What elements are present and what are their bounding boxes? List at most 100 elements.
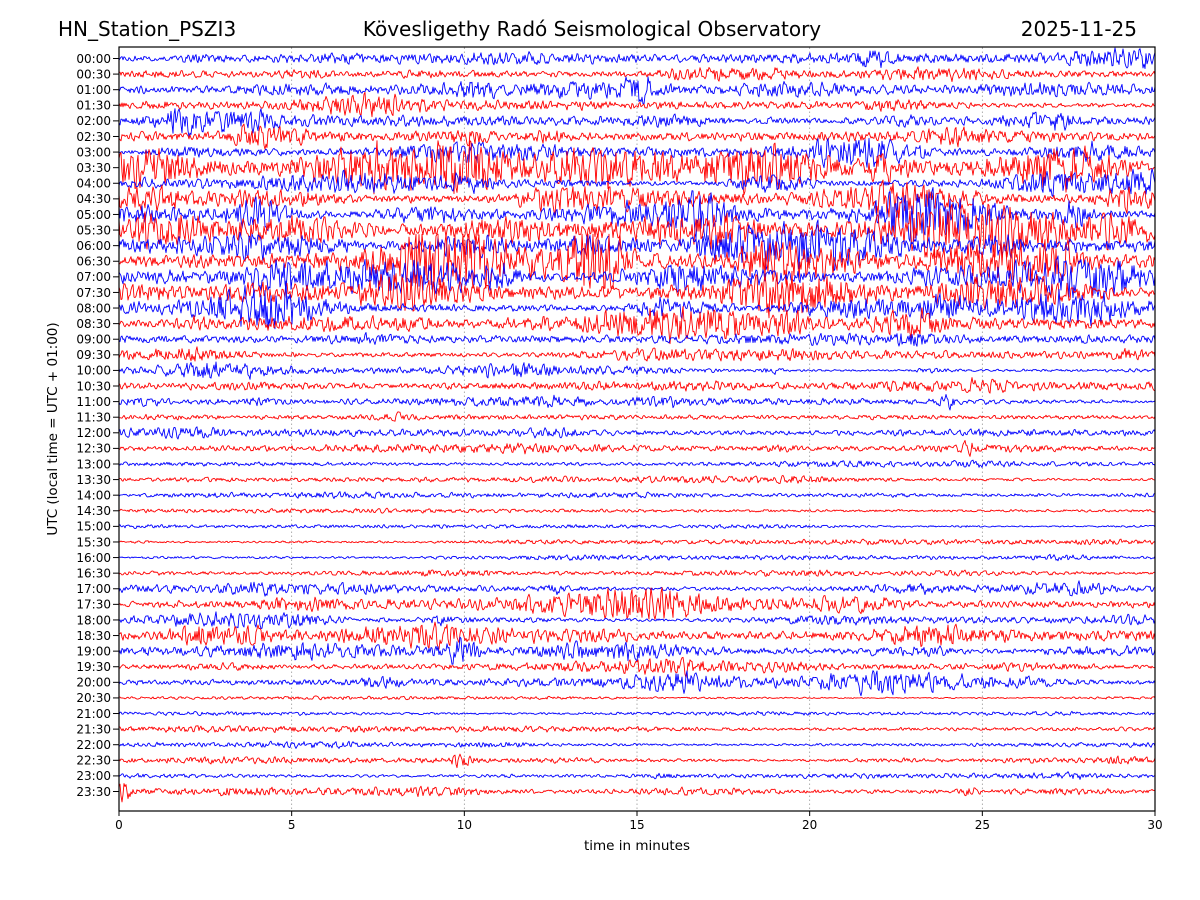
row-time-label: 20:00 bbox=[76, 676, 111, 690]
trace-0830 bbox=[119, 306, 1155, 345]
row-time-label: 11:30 bbox=[76, 411, 111, 425]
trace-1700 bbox=[119, 580, 1155, 597]
row-time-label: 23:00 bbox=[76, 769, 111, 783]
row-time-label: 18:30 bbox=[76, 629, 111, 643]
row-time-label: 12:00 bbox=[76, 426, 111, 440]
x-tick-label: 20 bbox=[802, 818, 817, 832]
row-time-label: 05:00 bbox=[76, 208, 111, 222]
trace-2300 bbox=[119, 771, 1155, 780]
trace-2200 bbox=[119, 740, 1155, 749]
row-time-label: 05:30 bbox=[76, 223, 111, 237]
trace-1300 bbox=[119, 459, 1155, 468]
trace-1900 bbox=[119, 636, 1155, 665]
row-time-label: 17:30 bbox=[76, 598, 111, 612]
trace-0130 bbox=[119, 91, 1155, 118]
trace-2330 bbox=[119, 783, 1155, 803]
trace-1530 bbox=[119, 538, 1155, 546]
trace-0000 bbox=[119, 47, 1155, 69]
trace-0700 bbox=[119, 255, 1155, 299]
row-time-label: 13:30 bbox=[76, 473, 111, 487]
row-time-label: 02:30 bbox=[76, 130, 111, 144]
trace-0500 bbox=[119, 187, 1155, 242]
row-time-label: 19:30 bbox=[76, 660, 111, 674]
trace-0800 bbox=[119, 280, 1155, 330]
trace-1230 bbox=[119, 440, 1155, 457]
trace-1200 bbox=[119, 426, 1155, 440]
row-time-label: 16:30 bbox=[76, 566, 111, 580]
trace-0030 bbox=[119, 66, 1155, 83]
row-time-label: 06:00 bbox=[76, 239, 111, 253]
trace-1100 bbox=[119, 393, 1155, 411]
row-time-label: 12:30 bbox=[76, 442, 111, 456]
x-tick-label: 0 bbox=[115, 818, 123, 832]
y-axis-label: UTC (local time = UTC + 01:00) bbox=[45, 322, 61, 535]
row-time-label: 21:30 bbox=[76, 722, 111, 736]
row-time-label: 10:00 bbox=[76, 364, 111, 378]
trace-0730 bbox=[119, 270, 1155, 319]
trace-1030 bbox=[119, 377, 1155, 394]
trace-1130 bbox=[119, 411, 1155, 422]
row-time-label: 15:30 bbox=[76, 535, 111, 549]
row-time-label: 03:00 bbox=[76, 145, 111, 159]
trace-0530 bbox=[119, 203, 1155, 258]
plot-frame bbox=[118, 46, 1156, 812]
trace-1500 bbox=[119, 523, 1155, 530]
trace-1730 bbox=[119, 587, 1155, 620]
trace-0630 bbox=[119, 233, 1155, 289]
trace-1630 bbox=[119, 569, 1155, 577]
row-time-label: 00:30 bbox=[76, 67, 111, 81]
trace-1000 bbox=[119, 361, 1155, 380]
trace-0430 bbox=[119, 179, 1155, 219]
row-time-label: 07:30 bbox=[76, 286, 111, 300]
x-axis-label: time in minutes bbox=[584, 838, 690, 854]
trace-0330 bbox=[119, 140, 1155, 196]
trace-0100 bbox=[119, 76, 1155, 105]
row-time-label: 08:30 bbox=[76, 317, 111, 331]
row-time-label: 17:00 bbox=[76, 582, 111, 596]
trace-0300 bbox=[119, 137, 1155, 169]
trace-2000 bbox=[119, 670, 1155, 697]
x-tick-label: 10 bbox=[457, 818, 472, 832]
row-time-label: 15:00 bbox=[76, 520, 111, 534]
row-time-label: 09:00 bbox=[76, 333, 111, 347]
trace-2130 bbox=[119, 725, 1155, 733]
trace-2100 bbox=[119, 710, 1155, 717]
row-time-label: 23:30 bbox=[76, 785, 111, 799]
row-time-label: 13:00 bbox=[76, 457, 111, 471]
row-time-label: 14:30 bbox=[76, 504, 111, 518]
trace-1400 bbox=[119, 491, 1155, 499]
row-time-label: 11:00 bbox=[76, 395, 111, 409]
row-time-label: 00:00 bbox=[76, 52, 111, 66]
row-time-label: 01:00 bbox=[76, 83, 111, 97]
row-time-label: 18:00 bbox=[76, 613, 111, 627]
x-tick-label: 5 bbox=[288, 818, 296, 832]
trace-1600 bbox=[119, 553, 1155, 562]
row-time-label: 16:00 bbox=[76, 551, 111, 565]
row-time-label: 06:30 bbox=[76, 255, 111, 269]
row-time-label: 09:30 bbox=[76, 348, 111, 362]
row-time-label: 08:00 bbox=[76, 301, 111, 315]
station-title: HN_Station_PSZI3 bbox=[58, 17, 236, 41]
row-time-label: 03:30 bbox=[76, 161, 111, 175]
x-tick-label: 25 bbox=[975, 818, 990, 832]
row-time-label: 22:30 bbox=[76, 754, 111, 768]
trace-0200 bbox=[119, 108, 1155, 137]
row-time-label: 02:00 bbox=[76, 114, 111, 128]
trace-0230 bbox=[119, 123, 1155, 150]
row-time-label: 01:30 bbox=[76, 99, 111, 113]
date-label: 2025-11-25 bbox=[1021, 17, 1137, 41]
observatory-title: Kövesligethy Radó Seismological Observat… bbox=[363, 17, 821, 41]
row-time-label: 14:00 bbox=[76, 489, 111, 503]
trace-1930 bbox=[119, 656, 1155, 679]
trace-0930 bbox=[119, 346, 1155, 362]
trace-0400 bbox=[119, 168, 1155, 197]
trace-1830 bbox=[119, 621, 1155, 650]
row-time-label: 19:00 bbox=[76, 644, 111, 658]
trace-1800 bbox=[119, 611, 1155, 630]
trace-1430 bbox=[119, 507, 1155, 514]
seismogram-traces bbox=[119, 47, 1155, 803]
x-tick-label: 30 bbox=[1147, 818, 1162, 832]
row-time-label: 07:00 bbox=[76, 270, 111, 284]
row-time-label: 04:00 bbox=[76, 177, 111, 191]
